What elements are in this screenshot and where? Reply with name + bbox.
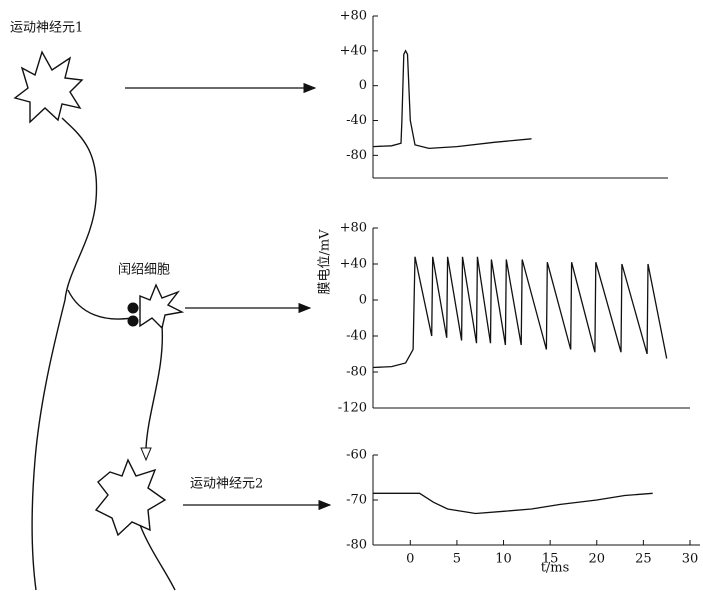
trace [372,49,532,150]
y-tick-label: -40 [346,113,367,128]
y-tick-label: -80 [346,538,367,553]
y-tick-label: -80 [346,365,367,380]
y-tick-label: -60 [346,448,367,463]
x-tick-label: 15 [542,552,559,567]
y-tick-label: +40 [340,257,367,272]
x-tick-label: 25 [635,552,652,567]
y-tick-label: -70 [346,493,367,508]
neuron-label: 运动神经元1 [10,21,83,36]
y-tick-label: 0 [359,78,367,93]
trace [373,492,653,515]
y-tick-label: -40 [346,329,367,344]
x-tick-label: 30 [682,552,699,567]
y-tick-label: +80 [340,221,367,236]
y-tick-label: 0 [359,293,367,308]
x-tick-label: 10 [495,552,512,567]
x-axis-label: t/ms [541,561,570,576]
y-tick-label: -80 [346,148,367,163]
x-tick-label: 5 [453,552,461,567]
arrows [125,82,332,511]
y-tick-label: +40 [340,43,367,58]
y-tick-label: +80 [340,9,367,24]
trace [372,256,668,369]
neuron-label: 运动神经元2 [190,477,263,492]
neurons [13,50,185,591]
x-tick-label: 20 [588,552,605,567]
neuron-label: 闰绍细胞 [118,263,170,278]
x-tick-label: 0 [406,552,414,567]
y-axis-label: 膜电位/mV [318,229,333,295]
y-tick-label: -120 [338,401,367,416]
